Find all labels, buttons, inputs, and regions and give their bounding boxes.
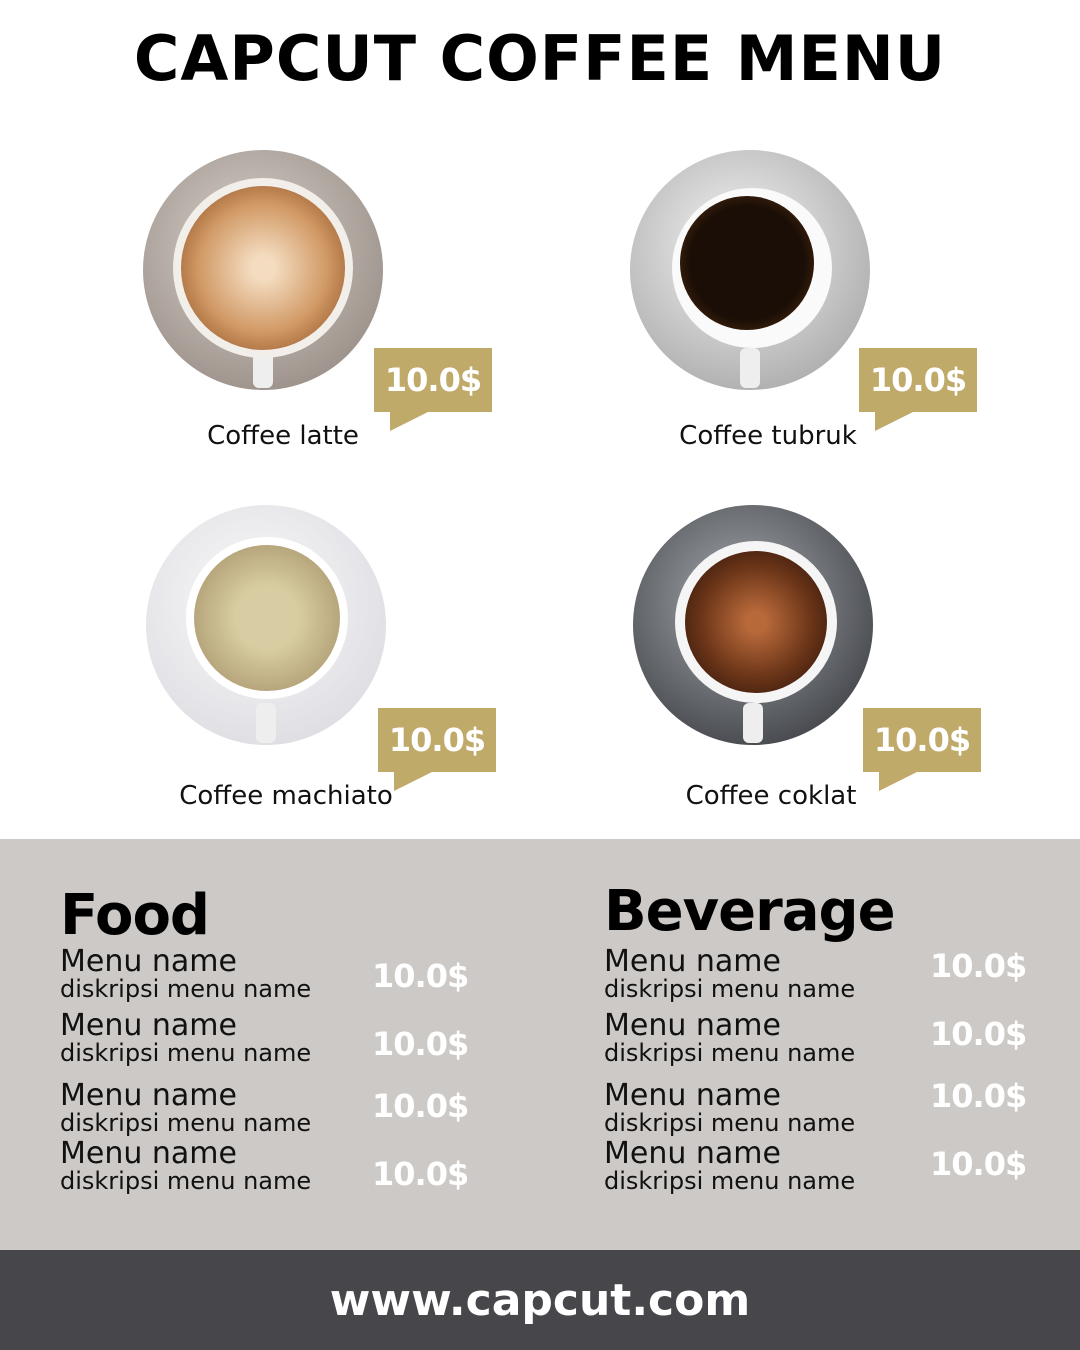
- website-link[interactable]: www.capcut.com: [0, 1250, 1080, 1350]
- beverage-item: Menu name diskripsi menu name: [604, 1136, 856, 1195]
- price-tag: 10.0$: [859, 348, 977, 431]
- food-item: Menu name diskripsi menu name: [60, 1078, 312, 1137]
- beverage-price: 10.0$: [930, 1015, 1027, 1053]
- food-item: Menu name diskripsi menu name: [60, 944, 312, 1003]
- beverage-item: Menu name diskripsi menu name: [604, 1078, 856, 1137]
- price-tag: 10.0$: [863, 708, 981, 791]
- beverage-price: 10.0$: [930, 1145, 1027, 1183]
- coffee-tubruk-image: [630, 150, 870, 390]
- food-item: Menu name diskripsi menu name: [60, 1136, 312, 1195]
- coffee-machiato-image: [146, 505, 386, 745]
- beverage-price: 10.0$: [930, 1077, 1027, 1115]
- beverage-price: 10.0$: [930, 947, 1027, 985]
- coffee-name: Coffee machiato: [179, 781, 393, 811]
- food-price: 10.0$: [372, 1025, 469, 1063]
- beverage-heading: Beverage: [604, 879, 896, 944]
- food-item: Menu name diskripsi menu name: [60, 1008, 312, 1067]
- food-price: 10.0$: [372, 1087, 469, 1125]
- coffee-coklat-image: [633, 505, 873, 745]
- coffee-name: Coffee latte: [207, 421, 359, 451]
- page-title: CAPCUT COFFEE MENU: [133, 22, 947, 95]
- menu-lists-panel: Food Menu name diskripsi menu name Menu n…: [0, 839, 1080, 1250]
- coffee-latte-image: [143, 150, 383, 390]
- coffee-name: Coffee tubruk: [679, 421, 857, 451]
- price-tag: 10.0$: [374, 348, 492, 431]
- coffee-name: Coffee coklat: [685, 781, 857, 811]
- food-heading: Food: [60, 883, 210, 948]
- food-price: 10.0$: [372, 957, 469, 995]
- food-price: 10.0$: [372, 1155, 469, 1193]
- beverage-item: Menu name diskripsi menu name: [604, 1008, 856, 1067]
- beverage-item: Menu name diskripsi menu name: [604, 944, 856, 1003]
- price-tag: 10.0$: [378, 708, 496, 791]
